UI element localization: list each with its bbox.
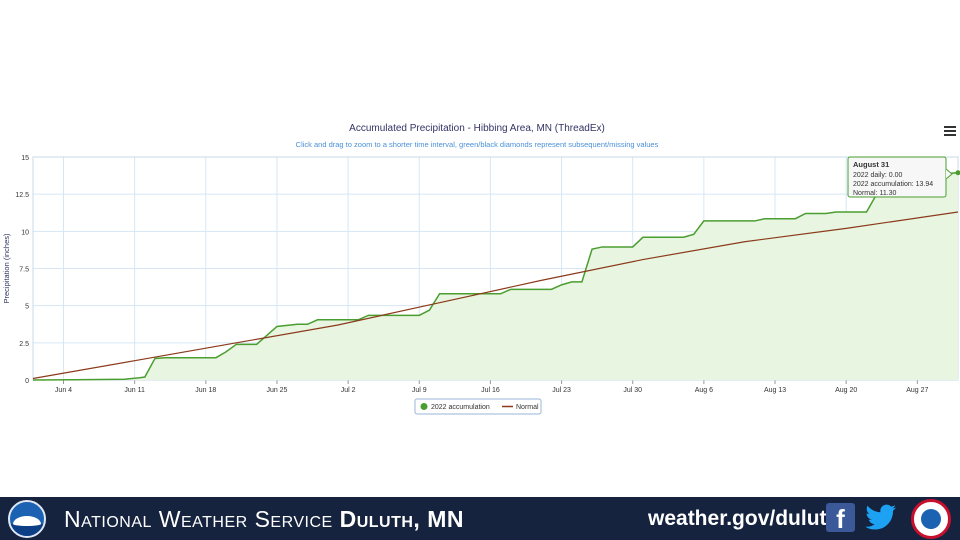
footer-banner: National Weather Service Duluth, MN weat… <box>0 497 960 540</box>
accumulation-line <box>32 172 959 381</box>
x-tick-label: Jul 23 <box>552 387 571 394</box>
tooltip-normal: Normal: 11.30 <box>853 190 897 197</box>
y-tick-label: 5 <box>25 304 29 311</box>
x-tick-label: Aug 20 <box>835 387 857 394</box>
y-tick-label: 2.5 <box>19 341 29 348</box>
tooltip-accumulation: 2022 accumulation: 13.94 <box>853 181 933 188</box>
y-tick-label: 10 <box>21 229 29 236</box>
x-tick-label: Aug 13 <box>764 387 786 394</box>
y-tick-label: 12.5 <box>15 192 29 199</box>
y-tick-label: 7.5 <box>19 267 29 274</box>
chart-title: Accumulated Precipitation - Hibbing Area… <box>349 123 605 134</box>
tooltip-date: August 31 <box>853 160 889 169</box>
y-tick-label: 15 <box>21 155 29 162</box>
x-tick-label: Jun 25 <box>266 387 287 394</box>
hover-marker <box>955 170 960 176</box>
tooltip-daily: 2022 daily: 0.00 <box>853 172 903 179</box>
legend-normal-label: Normal <box>516 404 539 411</box>
website-link[interactable]: weather.gov/duluth <box>648 507 840 530</box>
x-tick-label: Jul 2 <box>341 387 356 394</box>
x-tick-label: Jun 4 <box>55 387 72 394</box>
legend-accumulation-label: 2022 accumulation <box>431 404 490 411</box>
facebook-icon[interactable]: f <box>826 503 855 534</box>
chart-subtitle: Click and drag to zoom to a shorter time… <box>296 140 659 149</box>
chart-menu-icon[interactable] <box>942 124 958 138</box>
legend-accumulation-marker <box>420 403 428 410</box>
x-tick-label: Jun 18 <box>195 387 216 394</box>
y-tick-label: 0 <box>25 378 29 385</box>
legend-box <box>414 398 542 415</box>
noaa-logo-icon <box>8 500 46 538</box>
x-tick-label: Aug 27 <box>906 387 928 394</box>
normal-line <box>32 211 959 380</box>
tooltip-pointer <box>945 168 953 180</box>
x-tick-label: Jul 9 <box>412 387 427 394</box>
x-tick-label: Jun 11 <box>124 387 145 394</box>
x-tick-label: Jul 30 <box>623 387 642 394</box>
x-tick-label: Jul 16 <box>481 387 500 394</box>
y-axis-label: Precipitation (inches) <box>2 233 11 304</box>
nws-logo-icon <box>911 499 951 539</box>
twitter-icon[interactable] <box>865 503 897 532</box>
x-tick-label: Aug 6 <box>695 387 713 394</box>
chart[interactable]: Accumulated Precipitation - Hibbing Area… <box>0 110 960 420</box>
footer-title: National Weather Service Duluth, MN <box>64 506 464 532</box>
accumulation-area <box>33 172 958 380</box>
